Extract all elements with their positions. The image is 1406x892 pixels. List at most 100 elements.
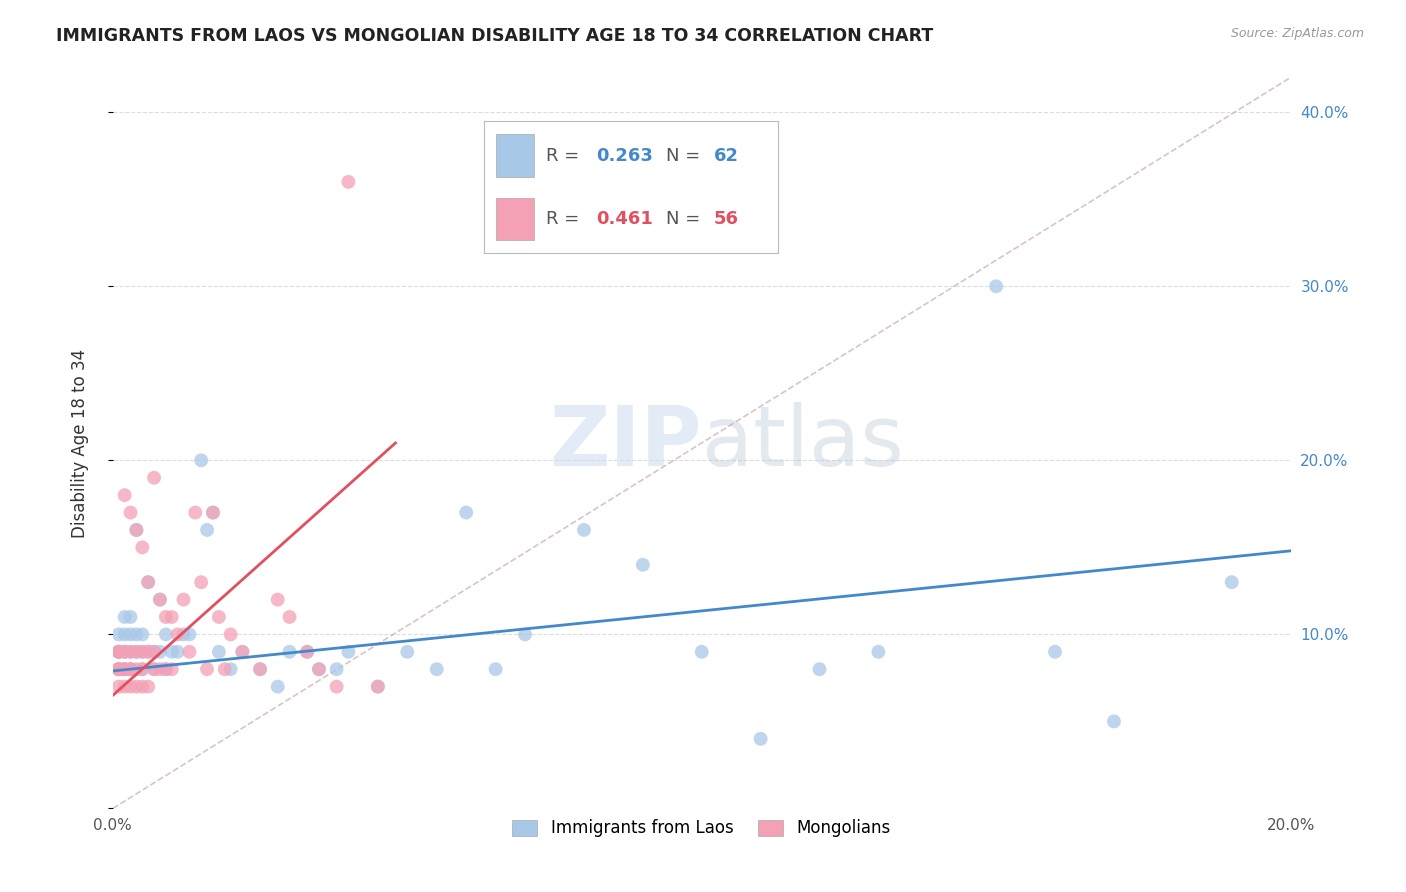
Point — [219, 662, 242, 676]
Text: IMMIGRANTS FROM LAOS VS MONGOLIAN DISABILITY AGE 18 TO 34 CORRELATION CHART: IMMIGRANTS FROM LAOS VS MONGOLIAN DISABI… — [56, 27, 934, 45]
Point — [131, 662, 153, 676]
Point — [131, 627, 153, 641]
Point — [173, 592, 195, 607]
Text: Source: ZipAtlas.com: Source: ZipAtlas.com — [1230, 27, 1364, 40]
Point — [149, 645, 172, 659]
Point — [125, 645, 148, 659]
Point — [190, 453, 212, 467]
Point — [1102, 714, 1125, 729]
Point — [367, 680, 389, 694]
Point — [231, 645, 253, 659]
Point — [513, 627, 536, 641]
Point — [143, 645, 166, 659]
Point — [367, 680, 389, 694]
Point — [114, 662, 136, 676]
Point — [125, 627, 148, 641]
Point — [155, 662, 177, 676]
Point — [114, 488, 136, 502]
Point — [485, 662, 508, 676]
Point — [114, 610, 136, 624]
Point — [125, 662, 148, 676]
Point — [690, 645, 713, 659]
Point — [219, 627, 242, 641]
Point — [325, 662, 347, 676]
Point — [179, 627, 201, 641]
Point — [195, 662, 218, 676]
Point — [155, 662, 177, 676]
Y-axis label: Disability Age 18 to 34: Disability Age 18 to 34 — [72, 349, 89, 538]
Point — [631, 558, 654, 572]
Point — [308, 662, 330, 676]
Point — [131, 680, 153, 694]
Point — [190, 575, 212, 590]
Point — [143, 471, 166, 485]
Point — [107, 662, 129, 676]
Point — [749, 731, 772, 746]
Point — [131, 662, 153, 676]
Point — [1043, 645, 1066, 659]
Point — [231, 645, 253, 659]
Point — [195, 523, 218, 537]
Point — [808, 662, 831, 676]
Point — [136, 645, 159, 659]
Point — [278, 645, 301, 659]
Point — [114, 662, 136, 676]
Point — [107, 645, 129, 659]
Text: ZIP: ZIP — [550, 402, 702, 483]
Point — [184, 506, 207, 520]
Point — [308, 662, 330, 676]
Point — [295, 645, 318, 659]
Legend: Immigrants from Laos, Mongolians: Immigrants from Laos, Mongolians — [506, 813, 897, 844]
Point — [396, 645, 419, 659]
Point — [136, 645, 159, 659]
Point — [208, 645, 231, 659]
Point — [107, 627, 129, 641]
Point — [120, 506, 142, 520]
Point — [136, 575, 159, 590]
Point — [120, 662, 142, 676]
Point — [107, 645, 129, 659]
Point — [114, 662, 136, 676]
Point — [267, 680, 290, 694]
Point — [173, 627, 195, 641]
Point — [267, 592, 290, 607]
Point — [160, 610, 183, 624]
Point — [295, 645, 318, 659]
Point — [120, 610, 142, 624]
Point — [107, 662, 129, 676]
Point — [166, 627, 188, 641]
Point — [120, 627, 142, 641]
Point — [120, 645, 142, 659]
Point — [114, 645, 136, 659]
Point — [107, 680, 129, 694]
Point — [179, 645, 201, 659]
Point — [107, 645, 129, 659]
Point — [125, 645, 148, 659]
Point — [160, 662, 183, 676]
Point — [136, 680, 159, 694]
Point — [868, 645, 890, 659]
Point — [986, 279, 1008, 293]
Point — [125, 523, 148, 537]
Point — [1220, 575, 1243, 590]
Point — [107, 645, 129, 659]
Point — [572, 523, 595, 537]
Point — [149, 592, 172, 607]
Point — [214, 662, 236, 676]
Point — [125, 680, 148, 694]
Point — [155, 627, 177, 641]
Point — [208, 610, 231, 624]
Point — [201, 506, 224, 520]
Point — [337, 645, 360, 659]
Point — [166, 645, 188, 659]
Point — [143, 662, 166, 676]
Point — [278, 610, 301, 624]
Point — [249, 662, 271, 676]
Point — [114, 645, 136, 659]
Point — [114, 680, 136, 694]
Point — [107, 662, 129, 676]
Point — [426, 662, 449, 676]
Text: atlas: atlas — [702, 402, 904, 483]
Point — [149, 592, 172, 607]
Point — [107, 645, 129, 659]
